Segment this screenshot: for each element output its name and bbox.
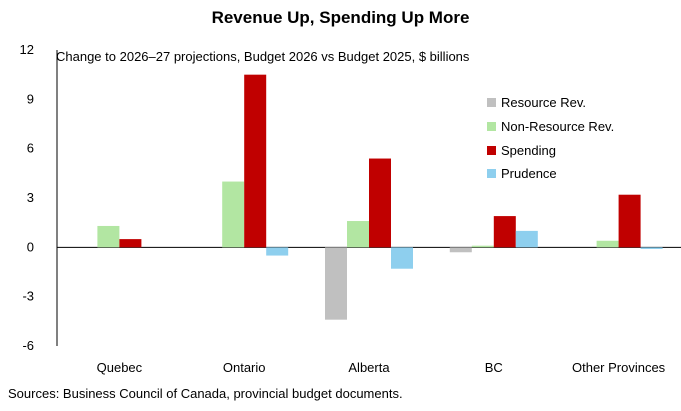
x-tick-label: BC bbox=[485, 360, 503, 375]
x-tick-labels: Quebec Ontario Alberta BC Other Provinces bbox=[97, 360, 666, 375]
legend-swatch-resource-rev bbox=[487, 98, 496, 107]
legend-swatch-spending bbox=[487, 146, 496, 155]
bar-spending-quebec bbox=[119, 239, 142, 248]
legend-label-non-resource-rev: Non-Resource Rev. bbox=[501, 119, 615, 134]
legend-swatch-prudence bbox=[487, 169, 496, 178]
x-tick-label: Alberta bbox=[348, 360, 390, 375]
bar-prudence-other-provinces bbox=[640, 247, 663, 249]
bar-non-resource-rev-bc bbox=[471, 245, 494, 248]
x-tick-label: Quebec bbox=[97, 360, 143, 375]
legend-label-prudence: Prudence bbox=[501, 166, 557, 181]
y-tick-label: 6 bbox=[27, 141, 34, 156]
y-tick-label: -3 bbox=[22, 289, 34, 304]
y-ticks: -6 -3 0 3 6 9 12 bbox=[20, 42, 34, 353]
x-tick-label: Ontario bbox=[223, 360, 266, 375]
legend-swatch-non-resource-rev bbox=[487, 122, 496, 131]
bars bbox=[97, 74, 663, 320]
bar-prudence-ontario bbox=[266, 247, 289, 256]
bar-resource-rev-alberta bbox=[325, 247, 347, 320]
bar-non-resource-rev-other-provinces bbox=[596, 240, 619, 248]
y-tick-label: 12 bbox=[20, 42, 34, 57]
bar-non-resource-rev-quebec bbox=[97, 225, 120, 248]
bar-non-resource-rev-alberta bbox=[347, 221, 369, 248]
legend-label-resource-rev: Resource Rev. bbox=[501, 95, 587, 110]
bar-resource-rev-bc bbox=[449, 247, 472, 253]
bar-spending-ontario bbox=[244, 74, 267, 248]
y-tick-label: 3 bbox=[27, 190, 34, 205]
bar-non-resource-rev-ontario bbox=[222, 181, 245, 248]
bar-spending-alberta bbox=[369, 158, 391, 248]
bar-prudence-bc bbox=[515, 230, 538, 248]
x-tick-label: Other Provinces bbox=[572, 360, 666, 375]
bar-spending-other-provinces bbox=[618, 194, 641, 248]
source-note: Sources: Business Council of Canada, pro… bbox=[8, 386, 403, 401]
bar-prudence-alberta bbox=[391, 247, 413, 269]
y-tick-label: 0 bbox=[27, 239, 34, 254]
y-tick-label: -6 bbox=[22, 338, 34, 353]
y-tick-label: 9 bbox=[27, 91, 34, 106]
bar-spending-bc bbox=[493, 216, 516, 248]
chart-subtitle: Change to 2026–27 projections, Budget 20… bbox=[56, 49, 470, 64]
legend-label-spending: Spending bbox=[501, 143, 556, 158]
chart-title: Revenue Up, Spending Up More bbox=[211, 8, 470, 27]
